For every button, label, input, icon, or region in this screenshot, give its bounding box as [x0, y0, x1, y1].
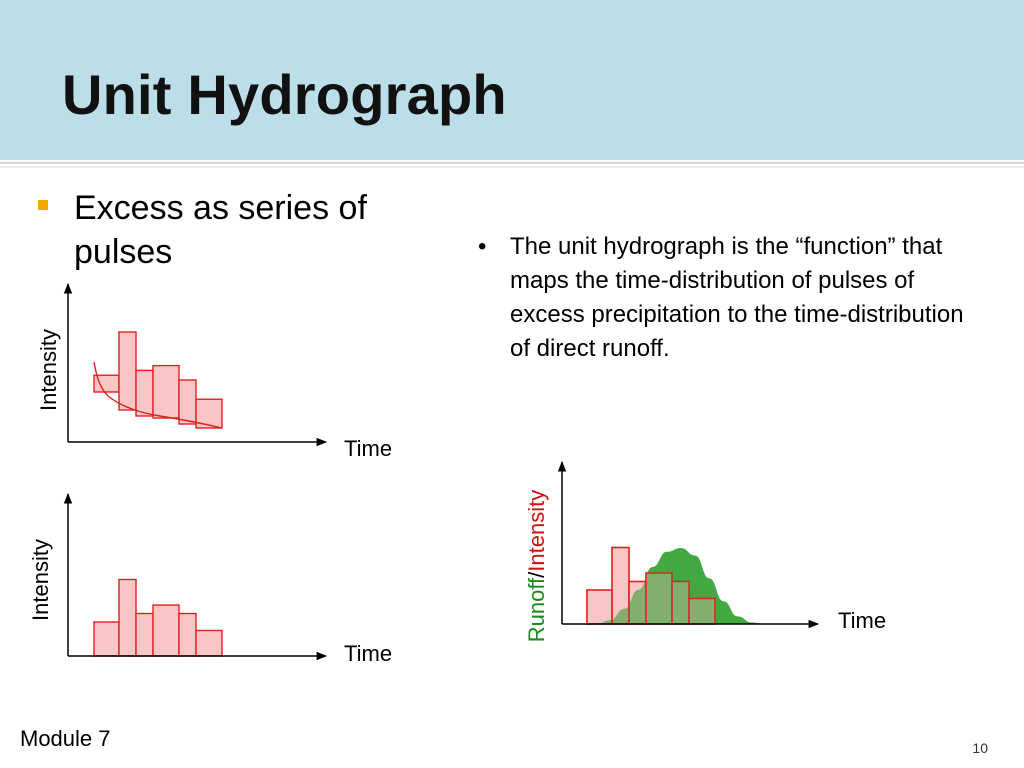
c2-bars-pulse-5 — [195, 629, 223, 657]
c2-bars-pulse-4 — [178, 612, 197, 657]
module-label: Module 7 — [20, 726, 111, 751]
chart2-x-label: Time — [344, 641, 392, 666]
c2-bars-pulse-0 — [93, 621, 120, 657]
c3-bars-front-pulse-0 — [586, 589, 613, 625]
page-number: 10 — [972, 740, 988, 756]
c3-bars-front-pulse-3 — [645, 572, 673, 625]
c1-bars-pulse-1 — [118, 331, 137, 411]
c3-bars-front-pulse-2 — [628, 580, 647, 625]
chart1-y-label: Intensity — [36, 329, 61, 411]
note-text: The unit hydrograph is the “function” th… — [510, 233, 964, 362]
c1-bars-pulse-3 — [152, 364, 180, 419]
chart3-x-label: Time — [838, 608, 886, 633]
chart3-y-label-runoff: Runoff — [524, 577, 549, 642]
chart3-y-label-intensity: Intensity — [524, 490, 549, 572]
chart2-y-label: Intensity — [28, 539, 53, 621]
c3-bars-front-pulse-4 — [671, 580, 690, 625]
chart1-excess-curve — [93, 361, 223, 429]
bullet-text: Excess as series of pulses — [74, 189, 367, 271]
title-divider — [0, 162, 1024, 164]
bullet-square-icon — [38, 200, 48, 210]
chart-excess-curve: Intensity Time — [36, 282, 392, 461]
c1-bars-pulse-4 — [178, 379, 197, 425]
c1-bars-pulse-2 — [135, 369, 154, 417]
c2-bars-pulse-2 — [135, 612, 154, 657]
chart3-y-label-sep: / — [524, 571, 549, 578]
chart1-x-label: Time — [344, 436, 392, 461]
c2-bars-pulse-3 — [152, 604, 180, 657]
chart3-y-label: Runoff/Intensity — [524, 490, 549, 642]
chart3-runoff-area — [596, 548, 766, 624]
chart-pulses: Intensity Time — [28, 492, 392, 666]
c3-bars-front-pulse-1 — [611, 546, 630, 625]
title-band — [0, 0, 1024, 160]
chart2-pulses — [93, 578, 223, 657]
c3-bars-front-pulse-5 — [688, 597, 716, 625]
chart3-pulses-front — [586, 546, 716, 625]
slide-title: Unit Hydrograph — [62, 63, 507, 126]
title-divider-shadow — [0, 166, 1024, 168]
c2-bars-pulse-1 — [118, 578, 137, 657]
bullet-dot-icon: • — [478, 233, 487, 260]
chart1-pulses — [93, 331, 223, 429]
chart-runoff: Runoff/Intensity Time — [524, 460, 886, 642]
